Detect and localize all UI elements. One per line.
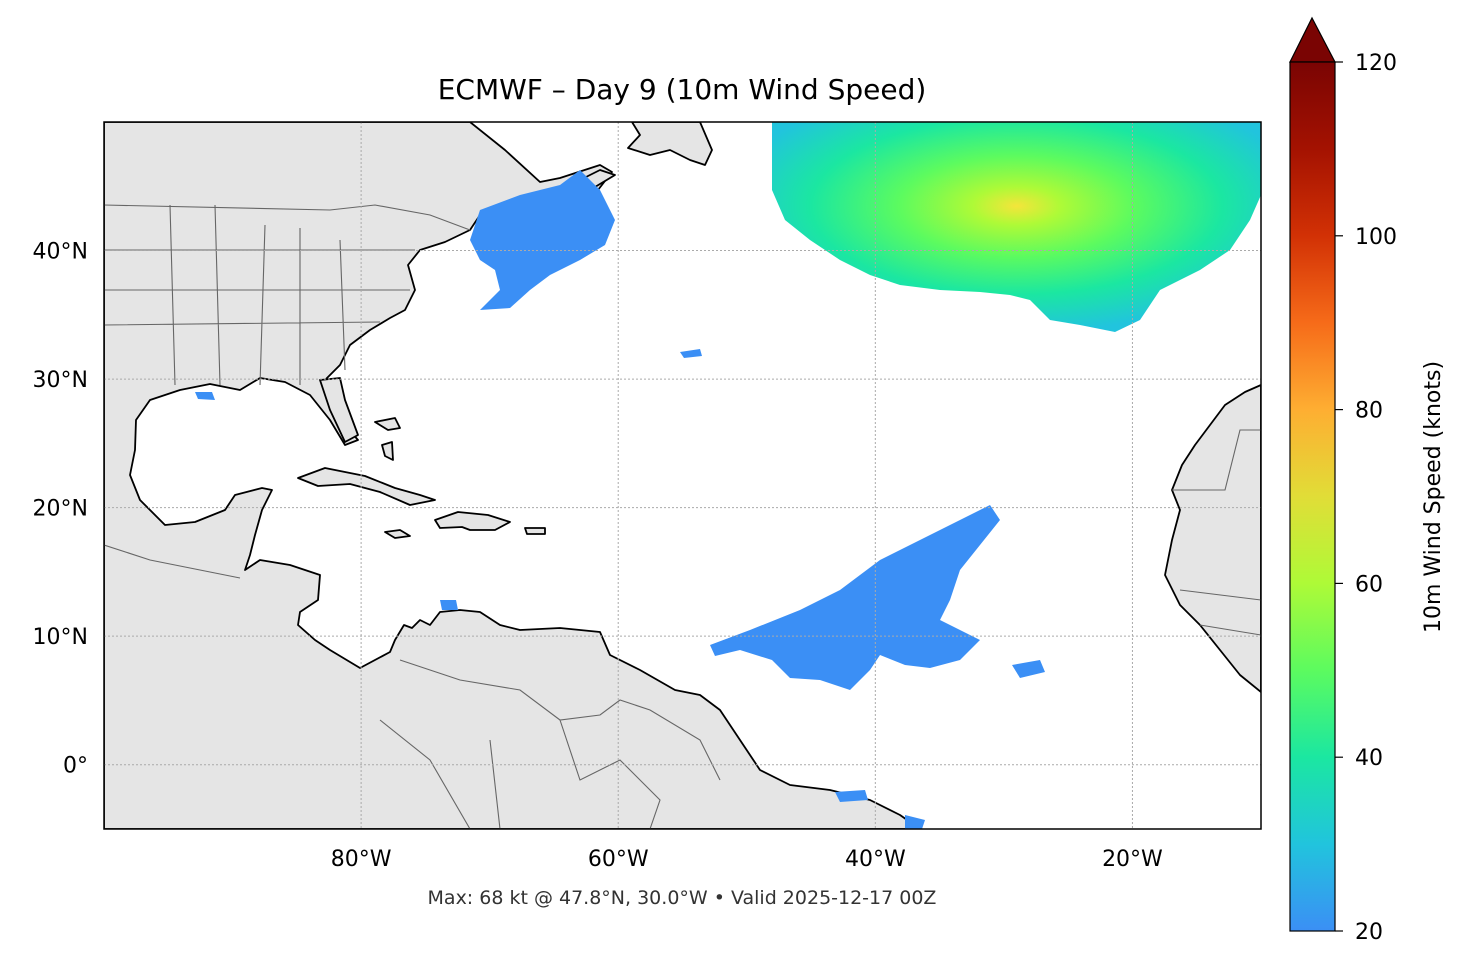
lon-tick-label: 20°W bbox=[1102, 847, 1163, 872]
colorbar-tick-label: 100 bbox=[1355, 225, 1397, 250]
florida bbox=[319, 377, 359, 443]
wind-us-coast bbox=[470, 170, 615, 310]
lon-tick-label: 80°W bbox=[331, 847, 392, 872]
lon-tick-label: 60°W bbox=[588, 847, 649, 872]
puerto-rico bbox=[524, 527, 546, 535]
wind-mid-atlantic-patch bbox=[680, 349, 702, 358]
wind-tropical-band bbox=[710, 505, 1000, 690]
gridlines bbox=[104, 122, 1261, 829]
lon-tick-label: 40°W bbox=[845, 847, 906, 872]
hispaniola bbox=[434, 511, 511, 531]
jamaica bbox=[384, 529, 411, 539]
bahamas bbox=[374, 417, 401, 461]
wind-north-atlantic-storm bbox=[772, 122, 1261, 332]
cuba bbox=[297, 467, 436, 506]
mexico-border bbox=[104, 544, 241, 579]
south-america-borders bbox=[379, 659, 721, 829]
wind-caribbean-patch bbox=[440, 600, 458, 610]
colorbar: 20 40 60 80 100 120 10m Wind Speed (knots) bbox=[1289, 16, 1446, 945]
colorbar-tick-label: 120 bbox=[1355, 51, 1397, 76]
colorbar-tick-label: 20 bbox=[1355, 920, 1383, 945]
footer-caption: Max: 68 kt @ 47.8°N, 30.0°W • Valid 2025… bbox=[428, 887, 937, 909]
lat-ticks: 40°N 30°N 20°N 10°N 0° bbox=[33, 240, 88, 779]
newfoundland bbox=[627, 122, 713, 166]
us-states-grid bbox=[104, 204, 415, 386]
borders bbox=[104, 204, 1261, 829]
wind-field bbox=[195, 122, 1261, 829]
lat-tick-label: 30°N bbox=[33, 368, 88, 393]
north-america-land bbox=[104, 122, 921, 829]
map-frame bbox=[103, 121, 1262, 830]
colorbar-bar bbox=[1289, 61, 1336, 932]
africa-land bbox=[1164, 384, 1261, 693]
colorbar-ticks: 20 40 60 80 100 120 bbox=[1335, 51, 1397, 945]
colorbar-tick-label: 80 bbox=[1355, 399, 1383, 424]
colorbar-extend-arrow bbox=[1289, 16, 1336, 63]
colorbar-tick-label: 60 bbox=[1355, 572, 1383, 597]
lat-tick-label: 10°N bbox=[33, 625, 88, 650]
colorbar-label: 10m Wind Speed (knots) bbox=[1421, 361, 1446, 633]
lat-tick-label: 20°N bbox=[33, 497, 88, 522]
lat-tick-label: 40°N bbox=[33, 240, 88, 265]
us-canada-border bbox=[104, 204, 471, 231]
wind-brazil-patch bbox=[835, 790, 925, 829]
lon-ticks: 80°W 60°W 40°W 20°W bbox=[331, 847, 1163, 872]
map-panel bbox=[104, 122, 1261, 829]
africa-borders bbox=[1172, 429, 1261, 636]
colorbar-tick-label: 40 bbox=[1355, 746, 1383, 771]
map-title: ECMWF – Day 9 (10m Wind Speed) bbox=[438, 73, 927, 106]
wind-tropical-east bbox=[1012, 660, 1045, 678]
wind-gulf-patch bbox=[195, 392, 215, 400]
lat-tick-label: 0° bbox=[63, 754, 88, 779]
